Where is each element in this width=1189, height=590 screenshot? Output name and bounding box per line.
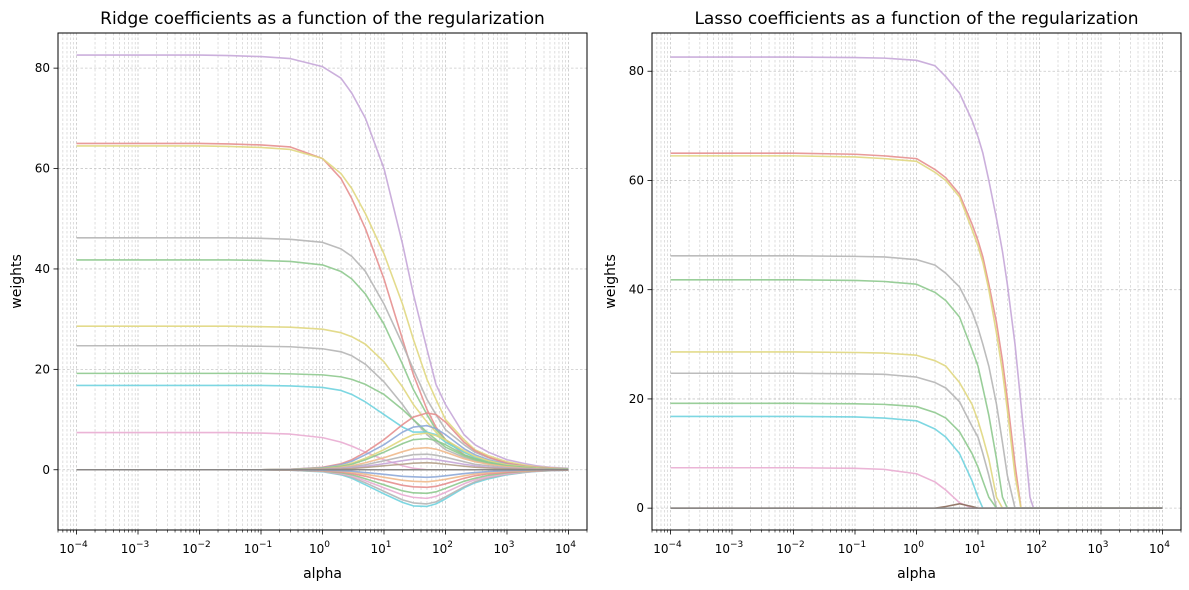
lasso-x-tick-label: 104 — [1149, 540, 1170, 556]
ridge-series — [76, 54, 569, 508]
ridge-x-tick-label: 102 — [432, 540, 453, 556]
lasso-x-tick-label: 103 — [1087, 540, 1108, 556]
ridge-y-tick-label: 80 — [35, 61, 50, 75]
lasso-gridlines — [651, 33, 1182, 530]
lasso-x-tick-label: 100 — [903, 540, 924, 556]
lasso-chart: 10−4 10−3 10−2 10−1 100 101 102 103 104 0 20 40 60 80… — [603, 9, 1182, 582]
lasso-series — [670, 56, 1163, 509]
ridge-x-tick-label: 10−3 — [121, 540, 150, 556]
lasso-series-line-1 — [670, 56, 1163, 509]
lasso-x-tick-label: 102 — [1026, 540, 1047, 556]
ridge-x-tick-label: 103 — [493, 540, 514, 556]
lasso-y-tick-label: 20 — [629, 392, 644, 406]
lasso-chart-title: Lasso coefficients as a function of the … — [694, 9, 1138, 29]
ridge-ticks: 10−4 10−3 10−2 10−1 100 101 102 103 104 0 20 40 60 80 — [35, 61, 588, 556]
ridge-x-tick-label: 10−4 — [59, 540, 88, 556]
ridge-series-line-1 — [76, 54, 569, 470]
lasso-x-tick-label: 10−3 — [715, 540, 744, 556]
ridge-x-tick-label: 104 — [555, 540, 576, 556]
lasso-x-axis-label: alpha — [897, 566, 936, 582]
lasso-x-tick-label: 10−1 — [838, 540, 867, 556]
ridge-gridlines — [57, 33, 588, 530]
lasso-ticks: 10−4 10−3 10−2 10−1 100 101 102 103 104 0 20 40 60 80 — [629, 64, 1182, 556]
ridge-x-tick-label: 100 — [309, 540, 330, 556]
lasso-x-tick-label: 10−4 — [653, 540, 682, 556]
lasso-x-tick-label: 10−2 — [776, 540, 805, 556]
lasso-y-axis-label: weights — [603, 254, 619, 309]
lasso-y-tick-label: 0 — [636, 501, 644, 515]
ridge-x-tick-label: 101 — [370, 540, 391, 556]
ridge-x-tick-label: 10−1 — [244, 540, 273, 556]
lasso-y-tick-label: 40 — [629, 283, 644, 297]
lasso-y-tick-label: 80 — [629, 64, 644, 78]
ridge-y-tick-label: 20 — [35, 362, 50, 376]
ridge-series-line-3 — [76, 145, 569, 470]
ridge-x-axis-label: alpha — [303, 566, 342, 582]
ridge-chart: 10−4 10−3 10−2 10−1 100 101 102 103 104 0 20 40 60 80… — [9, 9, 588, 582]
ridge-x-tick-label: 10−2 — [182, 540, 211, 556]
lasso-x-tick-label: 101 — [964, 540, 985, 556]
ridge-y-tick-label: 40 — [35, 262, 50, 276]
ridge-y-tick-label: 0 — [42, 463, 50, 477]
ridge-y-tick-label: 60 — [35, 162, 50, 176]
ridge-y-axis-label: weights — [9, 254, 25, 309]
ridge-chart-title: Ridge coefficients as a function of the … — [100, 9, 545, 29]
lasso-y-tick-label: 60 — [629, 173, 644, 187]
